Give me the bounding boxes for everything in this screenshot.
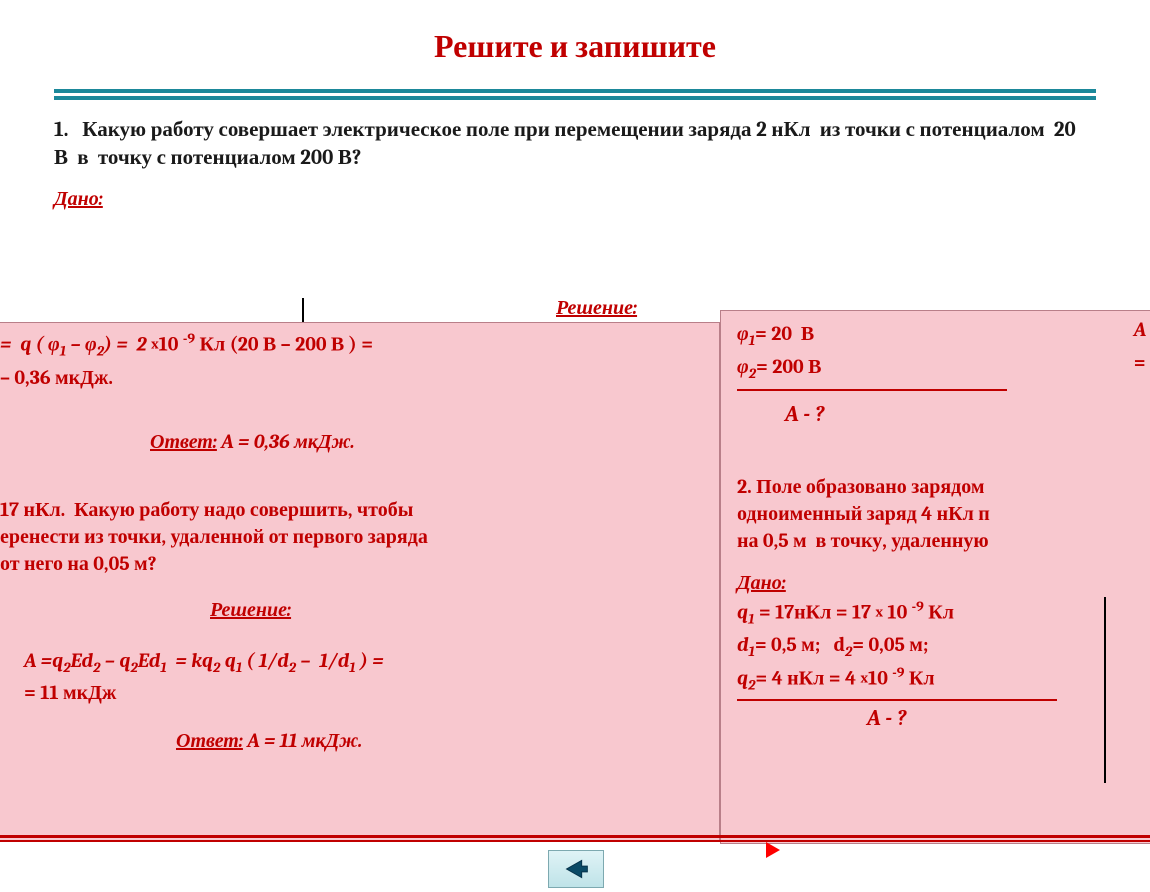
q2-line: q2= 4 нКл = 4 x10 -9 Кл (737, 663, 1057, 701)
phi1-line: φ1= 20 В (737, 319, 1150, 352)
play-icon[interactable] (766, 842, 780, 858)
solution-label-1: Решение: (556, 296, 637, 320)
page-title: Решите и запишите (0, 28, 1150, 65)
divider-vertical-right (1104, 597, 1106, 783)
phi2-line: φ2= 200 В (737, 352, 1150, 385)
problem-1-text: 1. Какую работу совершает электрическое … (54, 116, 1096, 173)
eq2-line1: A =q2Ed2 – q2Ed1 = kq2 q1 ( 1/d2 – 1/d1 … (24, 646, 701, 679)
back-arrow-button[interactable] (548, 850, 604, 888)
divider-vertical (302, 298, 304, 322)
given-label-1: Дано: (54, 187, 1150, 211)
eq1-line1: = q ( φ1 – φ2) = 2 x10 -9 Кл (20 В – 200… (0, 329, 701, 363)
panel-right: φ1= 20 В φ2= 200 В A - ? A = 2. Поле обр… (720, 310, 1150, 844)
double-rule (54, 89, 1096, 100)
bottom-rule-2 (0, 840, 1150, 842)
a-question-2: A - ? (867, 705, 1150, 731)
d-line: d1= 0,5 м; d2= 0,05 м; (737, 630, 1150, 663)
eq1-line2: – 0,36 мкДж. (0, 363, 701, 392)
bottom-rule (0, 835, 1150, 838)
problem-2-left: 17 нКл. Какую работу надо совершить, что… (0, 496, 701, 577)
solution-label-2: Решение: (210, 595, 701, 624)
eq2-line2: = 11 мкДж (24, 678, 701, 707)
answer-2: Ответ: A = 11 мкДж. (176, 729, 701, 753)
given-label-2r: Дано: (737, 568, 1150, 597)
back-arrow-icon (549, 851, 603, 887)
answer-1: Ответ: A = 0,36 мкДж. (150, 430, 701, 454)
cutoff-letters: A = (1134, 311, 1146, 377)
problem-2-right: 2. Поле образовано зарядом одноименный з… (737, 473, 1150, 554)
given-rule-1 (737, 389, 1007, 391)
panel-left: = q ( φ1 – φ2) = 2 x10 -9 Кл (20 В – 200… (0, 322, 720, 842)
a-question-1: A - ? (785, 399, 1150, 431)
q1-line: q1 = 17нКл = 17 x 10 -9 Кл (737, 597, 1150, 631)
